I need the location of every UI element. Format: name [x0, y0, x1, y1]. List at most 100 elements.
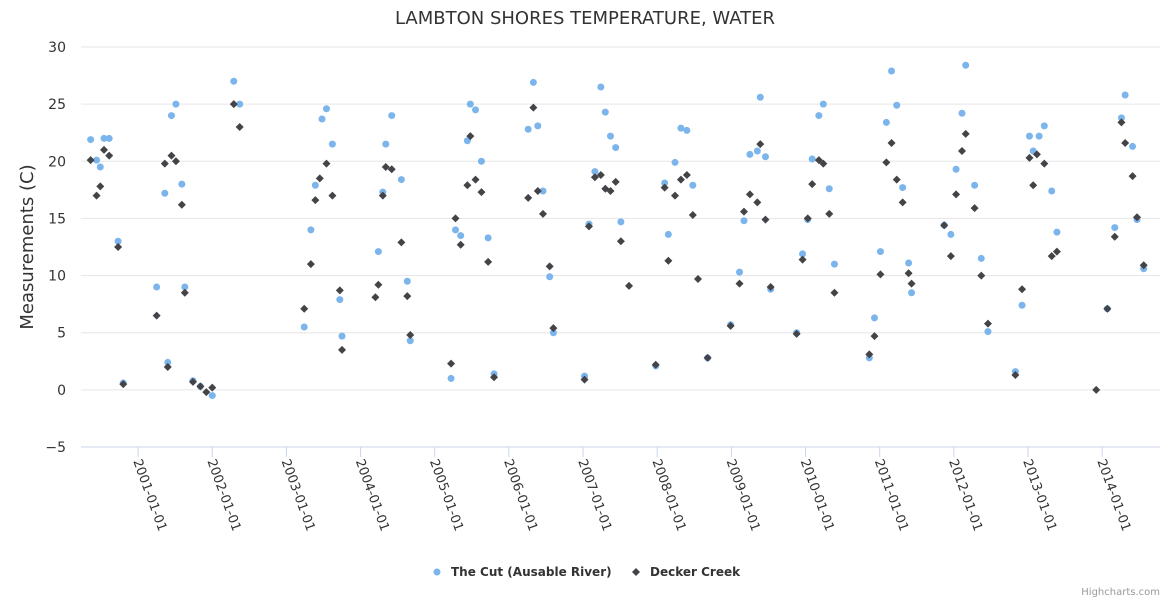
point-the-cut[interactable] [549, 329, 557, 337]
point-the-cut[interactable] [451, 226, 459, 234]
point-the-cut[interactable] [962, 61, 970, 69]
point-the-cut[interactable] [952, 165, 960, 173]
point-the-cut[interactable] [825, 185, 833, 193]
legend-item-the-cut[interactable]: The Cut (Ausable River) [433, 565, 612, 579]
point-the-cut[interactable] [181, 283, 189, 291]
point-the-cut[interactable] [230, 77, 238, 85]
point-the-cut[interactable] [808, 155, 816, 163]
point-decker-creek[interactable] [202, 388, 211, 397]
point-decker-creek[interactable] [328, 191, 337, 200]
point-decker-creek[interactable] [315, 174, 324, 183]
point-decker-creek[interactable] [311, 196, 320, 205]
point-decker-creek[interactable] [1117, 118, 1126, 127]
point-decker-creek[interactable] [163, 363, 172, 371]
point-the-cut[interactable] [236, 100, 244, 108]
point-decker-creek[interactable] [300, 304, 309, 313]
point-decker-creek[interactable] [1047, 252, 1056, 261]
point-the-cut[interactable] [336, 296, 344, 304]
point-decker-creek[interactable] [188, 377, 197, 386]
point-decker-creek[interactable] [229, 100, 238, 109]
point-decker-creek[interactable] [1110, 232, 1119, 241]
point-decker-creek[interactable] [671, 191, 680, 200]
point-decker-creek[interactable] [957, 147, 966, 155]
point-decker-creek[interactable] [983, 319, 992, 328]
point-decker-creek[interactable] [1103, 304, 1112, 313]
point-decker-creek[interactable] [756, 140, 765, 149]
point-decker-creek[interactable] [664, 256, 673, 265]
point-the-cut[interactable] [799, 250, 807, 258]
point-decker-creek[interactable] [105, 151, 114, 160]
point-decker-creek[interactable] [693, 275, 702, 283]
point-decker-creek[interactable] [766, 283, 775, 291]
point-the-cut[interactable] [403, 277, 411, 285]
point-decker-creek[interactable] [625, 281, 634, 290]
point-decker-creek[interactable] [171, 157, 180, 166]
point-decker-creek[interactable] [688, 211, 697, 219]
point-decker-creek[interactable] [876, 270, 885, 279]
point-the-cut[interactable] [971, 181, 979, 189]
point-the-cut[interactable] [178, 180, 186, 188]
point-the-cut[interactable] [153, 283, 161, 291]
point-decker-creek[interactable] [466, 132, 475, 141]
point-the-cut[interactable] [689, 181, 697, 189]
point-decker-creek[interactable] [406, 331, 415, 339]
point-decker-creek[interactable] [119, 380, 128, 389]
point-the-cut[interactable] [958, 109, 966, 117]
point-the-cut[interactable] [96, 163, 104, 171]
point-decker-creek[interactable] [726, 321, 735, 330]
point-the-cut[interactable] [457, 232, 465, 240]
credits-link[interactable]: Highcharts.com [1081, 587, 1160, 598]
point-decker-creek[interactable] [451, 214, 460, 223]
point-the-cut[interactable] [888, 67, 896, 75]
point-decker-creek[interactable] [907, 279, 916, 288]
point-the-cut[interactable] [1129, 142, 1137, 150]
point-decker-creek[interactable] [1018, 285, 1027, 294]
point-the-cut[interactable] [1048, 187, 1056, 195]
point-decker-creek[interactable] [1133, 213, 1142, 222]
point-decker-creek[interactable] [99, 145, 108, 154]
point-decker-creek[interactable] [545, 262, 554, 271]
point-the-cut[interactable] [947, 230, 955, 238]
point-decker-creek[interactable] [961, 129, 970, 138]
point-the-cut[interactable] [318, 115, 326, 123]
point-the-cut[interactable] [756, 93, 764, 101]
point-decker-creek[interactable] [549, 324, 558, 333]
point-decker-creek[interactable] [335, 286, 344, 295]
point-decker-creek[interactable] [1040, 159, 1049, 168]
point-decker-creek[interactable] [378, 191, 387, 200]
point-the-cut[interactable] [388, 112, 396, 120]
point-decker-creek[interactable] [977, 271, 986, 280]
point-the-cut[interactable] [164, 358, 172, 366]
point-the-cut[interactable] [893, 101, 901, 109]
point-decker-creek[interactable] [703, 353, 712, 362]
point-the-cut[interactable] [677, 124, 685, 132]
point-the-cut[interactable] [105, 134, 113, 142]
point-decker-creek[interactable] [808, 180, 817, 189]
point-the-cut[interactable] [397, 176, 405, 184]
point-decker-creek[interactable] [616, 237, 625, 246]
point-decker-creek[interactable] [490, 373, 499, 382]
point-decker-creek[interactable] [735, 279, 744, 288]
point-decker-creek[interactable] [660, 183, 669, 192]
point-decker-creek[interactable] [86, 156, 95, 165]
point-decker-creek[interactable] [739, 207, 748, 216]
point-decker-creek[interactable] [651, 360, 660, 369]
point-decker-creek[interactable] [539, 209, 548, 218]
point-decker-creek[interactable] [892, 175, 901, 184]
point-the-cut[interactable] [905, 259, 913, 267]
point-decker-creek[interactable] [463, 181, 472, 190]
point-decker-creek[interactable] [208, 383, 217, 392]
point-the-cut[interactable] [882, 118, 890, 126]
point-decker-creek[interactable] [590, 173, 599, 182]
point-decker-creek[interactable] [533, 187, 542, 195]
point-the-cut[interactable] [606, 132, 614, 140]
point-decker-creek[interactable] [611, 177, 620, 186]
point-the-cut[interactable] [374, 248, 382, 256]
point-decker-creek[interactable] [946, 252, 955, 261]
point-the-cut[interactable] [208, 392, 216, 400]
point-the-cut[interactable] [819, 100, 827, 108]
point-decker-creek[interactable] [306, 260, 315, 269]
point-the-cut[interactable] [307, 226, 315, 234]
point-decker-creek[interactable] [1029, 181, 1038, 190]
point-decker-creek[interactable] [477, 188, 486, 197]
